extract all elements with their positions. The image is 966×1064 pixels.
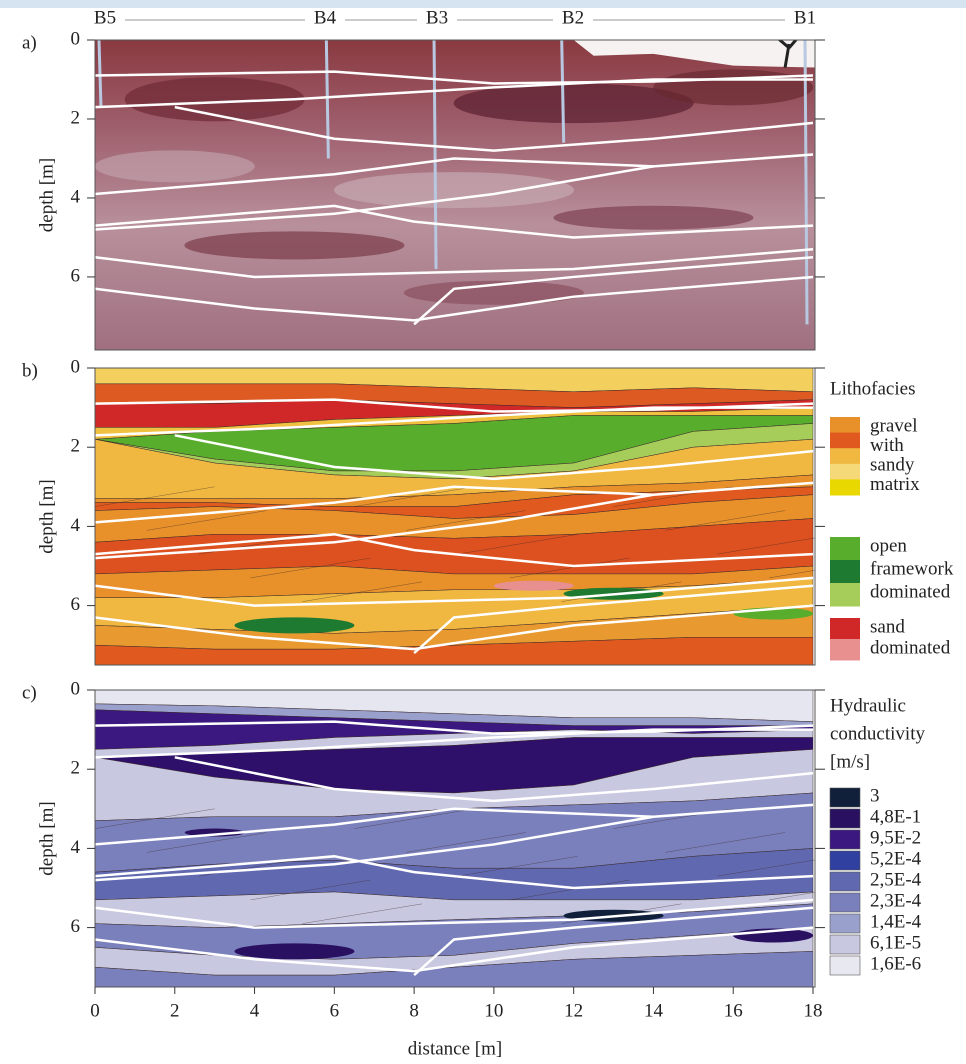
photo-patch [334, 172, 574, 208]
borehole-label: B5 [94, 7, 116, 28]
legend-swatch [830, 872, 860, 891]
x-tick-label: 12 [564, 1000, 583, 1021]
legend-title: conductivity [830, 723, 925, 744]
panel-0 [95, 34, 821, 350]
borehole [562, 40, 564, 143]
borehole-label: B2 [562, 7, 584, 28]
panel-1 [95, 360, 889, 669]
lens [234, 617, 354, 633]
y-tick-label: 4 [71, 837, 81, 858]
legend-text: dominated [870, 581, 951, 602]
legend-text: 4,8E-1 [870, 806, 921, 827]
y-tick-label: 0 [71, 28, 81, 49]
borehole-label: B1 [794, 7, 816, 28]
legend-swatch [830, 417, 860, 433]
x-tick-label: 14 [644, 1000, 664, 1021]
legend-swatch [830, 560, 860, 584]
legend-text: 1,4E-4 [870, 911, 922, 932]
borehole [434, 40, 436, 269]
legend-title: [m/s] [830, 751, 870, 772]
legend-text: 2,5E-4 [870, 869, 922, 890]
lens [234, 943, 354, 959]
legend-text: 6,1E-5 [870, 932, 921, 953]
x-axis-label: distance [m] [408, 1038, 502, 1059]
legend-text: dominated [870, 637, 951, 658]
x-tick-label: 2 [170, 1000, 180, 1021]
borehole-label: B4 [314, 7, 337, 28]
x-tick-label: 6 [330, 1000, 340, 1021]
legend-swatch [830, 618, 860, 640]
legend-swatch [830, 914, 860, 933]
legend-swatch [830, 537, 860, 561]
borehole-label: B3 [426, 7, 448, 28]
lens [494, 581, 574, 591]
top-strip [0, 0, 966, 8]
legend-swatch [830, 956, 860, 975]
legend-swatch [830, 851, 860, 870]
legend-text: gravel [870, 415, 917, 436]
legend-text: 9,5E-2 [870, 827, 921, 848]
x-tick-label: 18 [804, 1000, 823, 1021]
figure: a) depth [m] 0 2 4 6 b) depth [m] 0 2 4 6 c) depth [m… [0, 0, 966, 1064]
x-tick-label: 16 [724, 1000, 743, 1021]
legend-swatch [830, 433, 860, 449]
legend-swatch [830, 464, 860, 480]
y-tick-label: 4 [71, 515, 81, 536]
y-tick-label: 0 [71, 356, 81, 377]
y-axis-label: depth [m] [36, 479, 57, 553]
borehole [805, 40, 807, 324]
legend-text: 3 [870, 785, 880, 806]
y-tick-label: 2 [71, 758, 81, 779]
borehole [99, 40, 101, 107]
legend-text: 2,3E-4 [870, 890, 922, 911]
legend-swatch [830, 830, 860, 849]
legend-swatch [830, 893, 860, 912]
photo-patch [653, 69, 813, 105]
legend-text: matrix [870, 474, 920, 495]
panel-label: b) [22, 360, 38, 381]
photo-patch [95, 150, 255, 182]
y-tick-label: 4 [71, 186, 81, 207]
x-tick-label: 0 [90, 1000, 100, 1021]
legend-swatch [830, 583, 860, 607]
photo-patch [553, 206, 753, 230]
x-tick-label: 4 [250, 1000, 260, 1021]
y-tick-label: 2 [71, 107, 81, 128]
legend-title: Hydraulic [830, 695, 906, 716]
legend-swatch [830, 479, 860, 495]
legend-text: 5,2E-4 [870, 848, 922, 869]
legend-swatch [830, 809, 860, 828]
legend-text: sand [870, 616, 905, 637]
y-axis-label: depth [m] [36, 801, 57, 875]
legend-swatch [830, 448, 860, 464]
y-tick-label: 6 [71, 916, 81, 937]
x-tick-label: 8 [409, 1000, 419, 1021]
y-tick-label: 2 [71, 436, 81, 457]
panel-label: c) [22, 682, 37, 703]
legend-text: 1,6E-6 [870, 953, 921, 974]
legend-swatch [830, 935, 860, 954]
photo-patch [184, 231, 404, 259]
borehole [326, 40, 328, 158]
legend-text: sandy [870, 454, 915, 475]
panel-label: a) [22, 32, 37, 53]
y-axis-label: depth [m] [36, 158, 57, 232]
legend-swatch [830, 639, 860, 661]
legend-swatch [830, 788, 860, 807]
y-tick-label: 6 [71, 594, 81, 615]
y-tick-label: 6 [71, 265, 81, 286]
y-tick-label: 0 [71, 678, 81, 699]
legend-text: with [870, 435, 904, 456]
legend-text: framework [870, 558, 954, 579]
legend-text: open [870, 535, 907, 556]
x-tick-label: 10 [484, 1000, 503, 1021]
panel-2 [95, 682, 889, 991]
legend-title: Lithofacies [830, 378, 915, 399]
